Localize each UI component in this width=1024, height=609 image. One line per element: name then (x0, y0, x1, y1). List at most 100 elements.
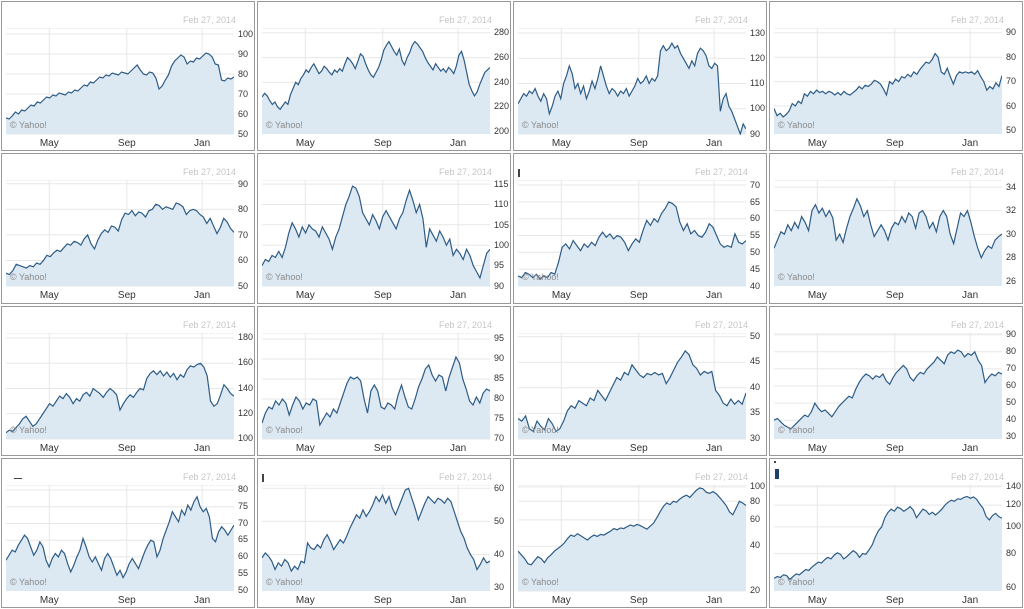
y-axis-tick-label: 50 (494, 515, 505, 526)
y-axis-tick-label: 75 (238, 500, 249, 511)
y-axis-tick-label: 45 (750, 356, 761, 367)
series-area-fill (262, 488, 490, 591)
y-axis-tick-label: 75 (494, 413, 505, 423)
series-line (518, 349, 746, 432)
x-axis-tick-label: Jan (962, 442, 979, 454)
stock-chart-3[interactable]: Feb 27, 2014 90 100 110 120 130 May Sep Jan © Yah… (513, 1, 767, 152)
stock-chart-6[interactable]: Feb 27, 2014 90 95 100 105 110 115 May Sep Jan © Y… (257, 153, 511, 304)
y-axis-tick-label: 100 (750, 103, 766, 114)
y-axis-tick-label: 240 (494, 76, 510, 87)
y-axis-tick-label: 95 (494, 333, 505, 343)
x-axis-tick-label: Sep (885, 442, 904, 454)
x-axis-tick-label: Jan (450, 290, 467, 302)
y-axis-tick-label: 70 (238, 229, 249, 240)
stock-chart-1[interactable]: Feb 27, 2014 50 60 70 80 90 100 May Sep Jan © Yaho… (1, 1, 255, 152)
y-axis-tick-label: 90 (494, 353, 505, 363)
x-axis-tick-label: Jan (450, 138, 467, 149)
y-axis-tick-label: 60 (750, 514, 761, 525)
x-axis-tick-label: Sep (629, 290, 648, 302)
chart-plot-area (774, 28, 1002, 135)
chart-plot-area (262, 180, 490, 287)
stock-chart-5[interactable]: Feb 27, 2014 50 60 70 80 90 May Sep Jan © Yahoo! (1, 153, 255, 304)
y-axis-tick-label: 100 (750, 481, 766, 492)
y-axis-tick-label: 50 (750, 247, 761, 258)
series-line (518, 486, 746, 566)
stock-chart-4[interactable]: Feb 27, 2014 50 60 70 80 90 May Sep Jan © Yahoo! (769, 1, 1023, 152)
y-axis-tick-label: 280 (494, 27, 510, 38)
yahoo-watermark: © Yahoo! (266, 272, 303, 283)
y-axis-tick-label: 90 (750, 128, 761, 139)
series-area-fill (6, 362, 234, 439)
y-axis-tick-label: 40 (494, 548, 505, 559)
cursor-bar-artifact (518, 169, 520, 178)
stock-chart-9[interactable]: Feb 27, 2014 100 120 140 160 180 May Sep Jan © Ya… (1, 305, 255, 456)
y-axis-tick-label: 85 (494, 373, 505, 383)
x-axis-tick-label: Sep (885, 594, 904, 606)
y-axis-tick-label: 80 (494, 393, 505, 403)
x-axis-tick-label: Jan (706, 290, 723, 302)
x-axis-tick-label: May (39, 442, 59, 454)
y-axis-tick-label: 20 (750, 585, 761, 596)
stock-chart-16[interactable]: Feb 27, 2014 60 80 100 120 140 May Sep Jan © Yaho… (769, 457, 1023, 608)
stock-chart-10[interactable]: Feb 27, 2014 70 75 80 85 90 95 May Sep Jan © Yahoo… (257, 305, 511, 456)
series-area-fill (518, 43, 746, 134)
y-axis-tick-label: 30 (494, 581, 505, 592)
y-axis-tick-label: 100 (238, 433, 254, 443)
stock-chart-14[interactable]: Feb 27, 2014 30 40 50 60 May Sep Jan © Yahoo! (257, 457, 511, 608)
chart-plot-area (262, 332, 490, 439)
stock-chart-13[interactable]: Feb 27, 2014 50 55 60 65 70 75 80 May Sep Jan © Yah… (1, 457, 255, 608)
y-axis-tick-label: 220 (494, 101, 510, 112)
x-axis-tick-label: Sep (629, 594, 648, 606)
y-axis-tick-label: 50 (1006, 124, 1017, 135)
stock-chart-15[interactable]: Feb 27, 2014 20 40 60 80 100 May Sep Jan © Yahoo! (513, 457, 767, 608)
y-axis-tick-label: 60 (1006, 582, 1017, 593)
series-line (774, 52, 1002, 118)
chart-date-label: Feb 27, 2014 (694, 319, 748, 330)
x-axis-tick-label: Sep (373, 290, 392, 302)
chart-plot-area (6, 332, 234, 439)
yahoo-watermark: © Yahoo! (10, 424, 47, 435)
stock-chart-2[interactable]: Feb 27, 2014 200 220 240 260 280 May Sep Jan © Ya… (257, 1, 511, 152)
y-axis-tick-label: 90 (1006, 328, 1017, 339)
stock-chart-8[interactable]: Feb 27, 2014 26 28 30 32 34 May Sep Jan © Yahoo! (769, 153, 1023, 304)
series-line (262, 355, 490, 427)
yahoo-watermark: © Yahoo! (522, 120, 559, 130)
chart-plot-area (6, 28, 234, 135)
y-axis-tick-label: 60 (238, 255, 249, 266)
chart-plot-area (6, 484, 234, 591)
x-axis-tick-label: May (39, 290, 59, 302)
y-axis-tick-label: 60 (1006, 100, 1017, 111)
y-axis-tick-label: 200 (494, 126, 510, 136)
x-axis-tick-label: May (295, 138, 315, 149)
series-area-fill (6, 203, 234, 287)
stock-chart-7[interactable]: Feb 27, 2014 40 45 50 55 60 65 70 May Sep Jan © Yah… (513, 153, 767, 304)
series-line (774, 495, 1002, 580)
x-axis-tick-label: May (551, 138, 571, 149)
x-axis-tick-label: Sep (373, 138, 392, 149)
series-line (6, 52, 234, 120)
y-axis-tick-label: 100 (238, 28, 254, 39)
y-axis-tick-label: 60 (238, 108, 249, 119)
y-axis-tick-label: 50 (238, 128, 249, 139)
series-area-fill (518, 487, 746, 591)
chart-date-label: Feb 27, 2014 (950, 15, 1004, 25)
stock-chart-12[interactable]: Feb 27, 2014 30 40 50 60 70 80 90 May Sep Jan © Yah… (769, 305, 1023, 456)
chart-plot-area (262, 484, 490, 591)
x-axis-tick-label: May (295, 290, 315, 302)
x-axis-tick-label: Jan (706, 594, 723, 606)
yahoo-watermark: © Yahoo! (266, 576, 303, 587)
y-axis-tick-label: 80 (238, 484, 249, 495)
y-axis-tick-label: 100 (1006, 521, 1022, 532)
chart-plot-area (774, 484, 1002, 591)
yahoo-watermark: © Yahoo! (522, 272, 559, 283)
y-axis-tick-label: 70 (238, 517, 249, 528)
chart-date-label: Feb 27, 2014 (694, 471, 748, 482)
stock-chart-11[interactable]: Feb 27, 2014 30 35 40 45 50 May Sep Jan © Yahoo! (513, 305, 767, 456)
x-axis-tick-label: Jan (194, 290, 211, 302)
chart-plot-area (774, 332, 1002, 439)
y-axis-tick-label: 70 (1006, 362, 1017, 373)
x-axis-tick-label: May (807, 290, 827, 302)
series-area-fill (518, 350, 746, 439)
y-axis-tick-label: 40 (750, 381, 761, 392)
